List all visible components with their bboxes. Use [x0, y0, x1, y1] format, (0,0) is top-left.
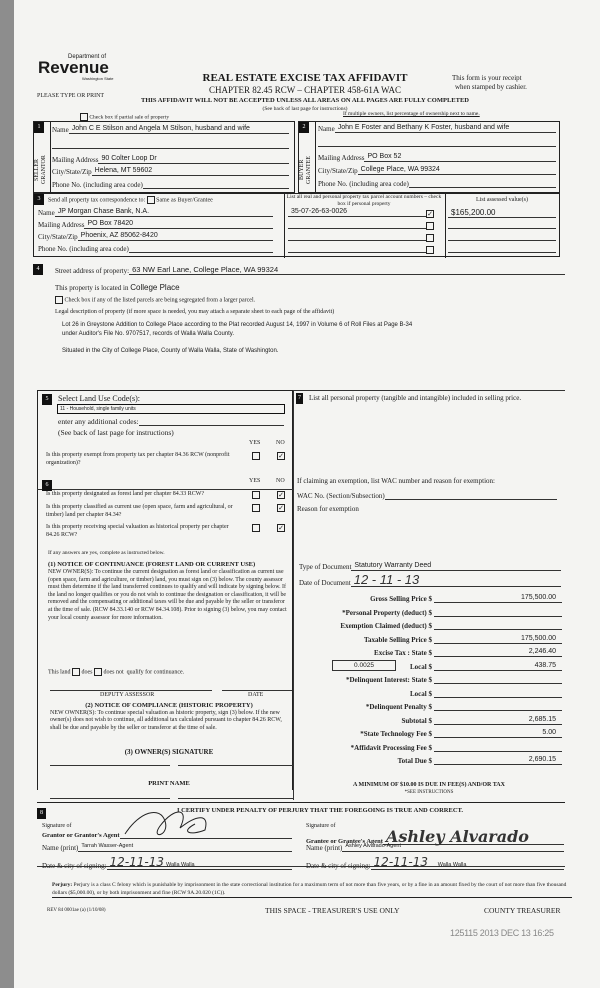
- located-in-value: College Place: [130, 283, 180, 292]
- legal-description: Lot 26 in Greystone Addition to College …: [62, 322, 413, 328]
- corr-city-field[interactable]: City/State/Zip Phoenix, AZ 85062-8420: [38, 232, 273, 241]
- document-type-field[interactable]: Type of Document Statutory Warranty Deed: [299, 562, 561, 571]
- fee-value-field[interactable]: 175,500.00: [434, 594, 562, 603]
- grantee-date-city-field[interactable]: Date & city of signing: 12-11-13 Walla Wa…: [306, 855, 564, 870]
- land-use-section: [37, 390, 293, 790]
- fee-value-field[interactable]: [434, 675, 562, 684]
- street-address-field[interactable]: Street address of property: 63 NW Earl La…: [55, 265, 565, 275]
- fee-label: Gross Selling Price $: [370, 595, 432, 603]
- fee-label: *State Technology Fee $: [360, 730, 432, 738]
- assessed-value-field[interactable]: [448, 220, 556, 229]
- section6-no-checkbox[interactable]: ✓: [277, 524, 285, 532]
- assessed-value-field[interactable]: [448, 232, 556, 241]
- parcel-number-field[interactable]: [288, 244, 434, 253]
- section6-question: Is this property classified as current u…: [46, 504, 233, 518]
- exempt-yes-checkbox[interactable]: [252, 452, 260, 460]
- section6-no-checkbox[interactable]: ✓: [277, 491, 285, 499]
- fee-value-field[interactable]: 2,246.40: [434, 648, 562, 657]
- land-use-code-select[interactable]: 11 - Household, single family units: [57, 404, 285, 414]
- section6-no-checkbox[interactable]: ✓: [277, 504, 285, 512]
- perjury-notice: Perjury: Perjury is a class C felony whi…: [52, 881, 572, 898]
- fee-label: Subtotal $: [401, 716, 432, 725]
- corr-name-field[interactable]: Name JP Morgan Chase Bank, N.A.: [38, 208, 273, 217]
- fee-label: Excise Tax : State $: [374, 649, 432, 657]
- fee-label: Total Due $: [397, 757, 432, 765]
- buyer-section: 2 BUYER GRANTEE: [298, 121, 560, 194]
- cashier-stamp: 125115 2013 DEC 13 16:25: [450, 928, 554, 938]
- fee-value-field[interactable]: [434, 743, 562, 752]
- personal-property-checkbox[interactable]: [426, 246, 434, 254]
- local-rate-field[interactable]: 0.0025: [332, 660, 396, 671]
- personal-property-checkbox[interactable]: [426, 234, 434, 242]
- fee-value-field[interactable]: 2,685.15: [434, 716, 562, 725]
- grantee-print-name-field[interactable]: Name (print) Ashley Alvarado-Agent: [306, 843, 564, 852]
- seller-phone-field[interactable]: Phone No. (including area code): [52, 180, 289, 189]
- fee-label: *Affidavit Processing Fee $: [350, 743, 432, 752]
- parcel-number-field[interactable]: [288, 220, 434, 229]
- seller-city-field[interactable]: City/State/Zip Helena, MT 59602: [52, 167, 289, 176]
- exempt-no-checkbox[interactable]: ✓: [277, 452, 285, 460]
- corr-phone-field[interactable]: Phone No. (including area code): [38, 244, 273, 253]
- form-subtitle: CHAPTER 82.45 RCW – CHAPTER 458-61A WAC: [209, 85, 401, 95]
- grantor-signature: [124, 811, 207, 836]
- personal-property-checkbox[interactable]: [426, 222, 434, 230]
- section6-question: Is this property receiving special valua…: [46, 524, 229, 538]
- buyer-city-field[interactable]: City/State/Zip College Place, WA 99324: [318, 166, 556, 175]
- section6-question: Is this property designated as forest la…: [46, 491, 205, 497]
- parcel-number-field[interactable]: 35-07-26-63-0026: [288, 208, 434, 217]
- fee-label: Local $: [410, 662, 432, 671]
- fee-value-field[interactable]: 175,500.00: [434, 635, 562, 644]
- fee-label: *Personal Property (deduct) $: [342, 608, 432, 617]
- fee-value-field[interactable]: 5.00: [434, 729, 562, 738]
- buyer-phone-field[interactable]: Phone No. (including area code): [318, 179, 556, 188]
- fee-value-field[interactable]: 2,690.15: [434, 756, 562, 765]
- document-date-field[interactable]: Date of Document 12 - 11 - 13: [299, 573, 561, 587]
- fee-value-field[interactable]: [434, 689, 562, 698]
- grantor-signature-field[interactable]: Grantor or Grantor's Agent: [42, 811, 292, 839]
- grantee-signature-field[interactable]: Grantee or Grantee's Agent Ashley Alvarad…: [306, 829, 564, 845]
- tax-correspondence-section: 3: [33, 193, 560, 258]
- does-not-qualify-checkbox[interactable]: [94, 668, 102, 676]
- form-title: REAL ESTATE EXCISE TAX AFFIDAVIT: [202, 72, 408, 84]
- please-type: PLEASE TYPE OR PRINT: [37, 93, 105, 99]
- grantor-print-name-field[interactable]: Name (print) Tarrah Wasser-Agent: [42, 843, 292, 852]
- personal-property-label: List all personal property (tangible and…: [309, 394, 522, 402]
- seller-section: 1 SELLER GRANTOR: [33, 121, 295, 194]
- partial-sale-checkbox[interactable]: Check box if partial sale of property: [80, 113, 169, 121]
- fee-value-field[interactable]: 438.75: [434, 662, 562, 671]
- fee-value-field[interactable]: [434, 702, 562, 711]
- section6-yes-checkbox[interactable]: [252, 504, 260, 512]
- parcel-number-field[interactable]: [288, 232, 434, 241]
- scan-edge: [0, 0, 14, 988]
- section6-yes-checkbox[interactable]: [252, 491, 260, 499]
- assessed-value-field[interactable]: [448, 244, 556, 253]
- does-qualify-checkbox[interactable]: [72, 668, 80, 676]
- corr-mailing-field[interactable]: Mailing Address PO Box 78420: [38, 220, 273, 229]
- dor-logo: Department of Revenue Washington State: [38, 54, 114, 81]
- seller-name-field[interactable]: Name John C E Stilson and Angela M Stilso…: [52, 125, 289, 134]
- fee-label: *Delinquent Penalty $: [365, 703, 432, 711]
- wac-field[interactable]: WAC No. (Section/Subsection): [297, 491, 557, 500]
- buyer-mailing-field[interactable]: Mailing Address PO Box 52: [318, 153, 556, 162]
- fee-value-field[interactable]: [434, 621, 562, 630]
- section6-yes-checkbox[interactable]: [252, 524, 260, 532]
- personal-property-checkbox[interactable]: ✓: [426, 210, 434, 218]
- segregated-checkbox[interactable]: Check box if any of the listed parcels a…: [55, 296, 255, 304]
- fee-label: *Delinquent Interest: State $: [345, 676, 432, 684]
- buyer-name-field[interactable]: Name John E Foster and Bethany K Foster, …: [318, 124, 556, 133]
- assessed-value-field[interactable]: $165,200.00: [448, 208, 556, 218]
- seller-mailing-field[interactable]: Mailing Address 90 Colter Loop Dr: [52, 155, 289, 164]
- warning: THIS AFFIDAVIT WILL NOT BE ACCEPTED UNLE…: [141, 97, 469, 104]
- fee-value-field[interactable]: [434, 608, 562, 617]
- additional-codes-field[interactable]: enter any additional codes:: [58, 417, 284, 426]
- same-as-buyer-checkbox[interactable]: [146, 196, 155, 204]
- fee-label: Local $: [410, 689, 432, 698]
- grantor-date-city-field[interactable]: Date & city of signing: 12-11-13 Walla Wa…: [42, 855, 292, 870]
- fee-label: Exemption Claimed (deduct) $: [340, 622, 432, 630]
- fee-label: Taxable Selling Price $: [364, 635, 432, 644]
